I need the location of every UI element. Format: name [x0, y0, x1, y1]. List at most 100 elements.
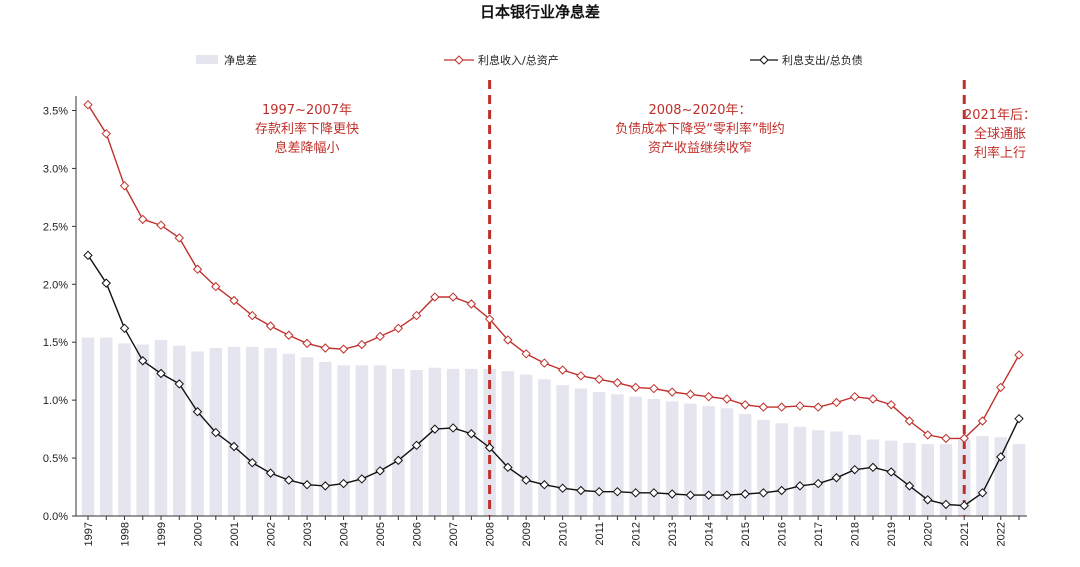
bar-2 [118, 343, 131, 516]
bar-19 [428, 367, 442, 516]
asset-point-15 [357, 339, 367, 350]
asset-point-41 [831, 397, 842, 408]
liab-point-33 [685, 490, 696, 500]
y-tick-label-0: 0.0% [43, 511, 68, 523]
liab-point-39 [795, 481, 805, 491]
bar-25 [538, 379, 551, 516]
bar-10 [264, 348, 277, 516]
liab-point-10 [265, 468, 276, 478]
x-tick-label-2021: 2021 [959, 522, 971, 546]
asset-point-3 [138, 214, 148, 225]
liab-point-46 [923, 495, 933, 505]
legend-liab-marker [759, 55, 769, 65]
liab-point-43 [868, 462, 878, 473]
asset-point-8 [229, 295, 239, 306]
annotation-2-line-2: 负债成本下降受“零利率”制约 [615, 121, 784, 137]
x-tick-label-2008: 2008 [485, 522, 497, 546]
asset-point-40 [813, 402, 823, 412]
liab-point-37 [758, 488, 769, 498]
x-tick-label-2007: 2007 [448, 522, 460, 546]
liab-point-2 [119, 323, 130, 334]
asset-point-0 [83, 99, 93, 110]
x-tick-label-2014: 2014 [704, 522, 716, 546]
liab-point-24 [521, 475, 531, 485]
bar-1 [100, 337, 113, 516]
asset-point-24 [521, 349, 531, 359]
asset-point-47 [941, 433, 951, 444]
x-tick-label-2018: 2018 [850, 522, 862, 546]
asset-point-38 [776, 402, 787, 412]
bar-40 [811, 430, 825, 516]
x-tick-label-2004: 2004 [339, 522, 351, 546]
liab-point-19 [430, 424, 440, 434]
liab-point-18 [411, 440, 422, 451]
annotation-1-line-1: 1997~2007年 [262, 103, 352, 118]
bar-31 [647, 398, 661, 516]
x-tick-label-2013: 2013 [667, 522, 679, 546]
bar-17 [392, 368, 405, 516]
asset-point-12 [302, 338, 312, 349]
liab-point-49 [977, 488, 988, 498]
legend-asset-marker [454, 55, 464, 65]
liab-point-42 [849, 464, 860, 475]
asset-point-19 [430, 292, 440, 302]
liab-point-13 [320, 481, 331, 491]
liab-point-20 [448, 423, 458, 433]
liab-point-14 [338, 478, 349, 489]
bar-47 [939, 444, 953, 516]
bar-46 [921, 444, 934, 516]
asset-point-1 [101, 128, 111, 139]
y-tick-label-3: 1.5% [43, 337, 68, 349]
asset-point-51 [1014, 350, 1024, 360]
asset-point-21 [466, 299, 477, 309]
lines-layer [83, 99, 1024, 511]
x-tick-label-2019: 2019 [886, 522, 898, 546]
asset-point-20 [448, 292, 458, 302]
liab-point-6 [192, 407, 203, 417]
bar-5 [173, 345, 186, 516]
liab-point-31 [649, 488, 659, 498]
asset-point-42 [849, 391, 860, 402]
asset-point-34 [703, 391, 714, 402]
asset-point-4 [156, 220, 166, 230]
liab-point-3 [138, 356, 148, 366]
annotation-2021-after: 2021年后： 全球通胀 利率上行 [964, 108, 1036, 161]
y-tick-label-2: 1.0% [43, 395, 68, 407]
asset-point-11 [284, 330, 294, 340]
liab-point-41 [831, 473, 842, 483]
liab-point-29 [612, 486, 623, 497]
asset-point-23 [503, 335, 513, 345]
asset-point-49 [977, 416, 988, 426]
bar-42 [848, 434, 861, 516]
bar-16 [373, 365, 387, 516]
bar-27 [574, 388, 588, 516]
bar-4 [154, 339, 168, 516]
annotation-2-line-3: 资产收益继续收窄 [648, 140, 752, 156]
x-tick-label-2012: 2012 [631, 522, 643, 546]
liab-point-11 [284, 475, 294, 485]
asset-point-35 [722, 394, 732, 404]
x-tick-label-1999: 1999 [156, 522, 168, 546]
bar-34 [702, 405, 715, 516]
bar-51 [1012, 444, 1026, 516]
annotation-3-line-1: 2021年后： [964, 108, 1036, 123]
y-tick-label-7: 3.5% [43, 106, 68, 118]
x-tick-label-1997: 1997 [83, 522, 95, 546]
bar-14 [337, 365, 350, 516]
liab-point-5 [174, 379, 184, 389]
bar-0 [81, 337, 95, 516]
bar-20 [446, 368, 460, 516]
bar-49 [976, 436, 989, 516]
bar-12 [300, 357, 314, 516]
asset-point-50 [996, 382, 1006, 393]
bar-21 [465, 368, 478, 516]
x-tick-label-2020: 2020 [923, 522, 935, 546]
bar-9 [246, 346, 259, 516]
x-tick-label-1998: 1998 [120, 522, 132, 546]
x-tick-label-2009: 2009 [521, 522, 533, 546]
liab-point-45 [904, 481, 915, 491]
x-tick-label-2002: 2002 [266, 522, 278, 546]
asset-point-13 [320, 343, 331, 353]
bar-39 [793, 426, 807, 516]
